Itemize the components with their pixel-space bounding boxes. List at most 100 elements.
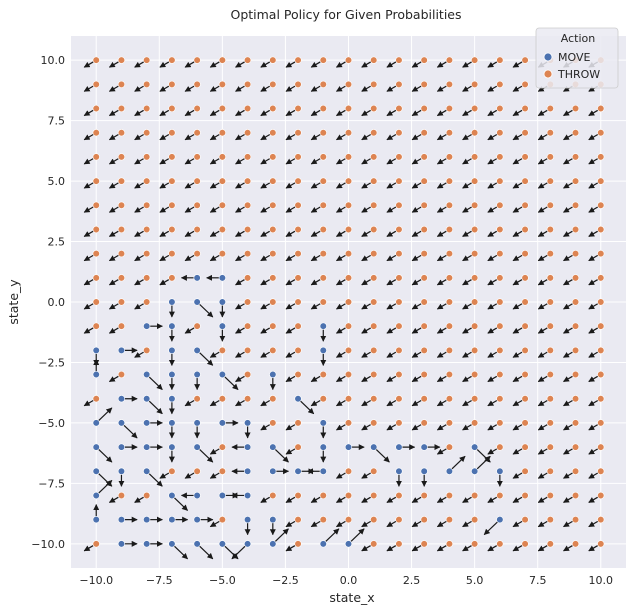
move-point	[218, 540, 226, 548]
throw-point	[445, 346, 454, 354]
throw-point	[92, 153, 100, 161]
move-point	[143, 322, 151, 330]
throw-point	[243, 80, 252, 88]
legend-label-move: MOVE	[558, 51, 590, 64]
move-point	[168, 443, 176, 451]
throw-point	[445, 201, 454, 209]
move-point	[319, 540, 327, 548]
throw-point	[143, 153, 151, 161]
move-point	[471, 443, 479, 451]
throw-point	[521, 419, 529, 427]
throw-point	[319, 177, 327, 185]
throw-point	[395, 274, 403, 282]
throw-point	[218, 467, 226, 475]
throw-point	[496, 153, 504, 161]
move-point	[395, 443, 403, 451]
throw-point	[193, 250, 201, 258]
legend-box	[535, 27, 619, 89]
throw-point	[294, 419, 302, 427]
throw-point	[344, 104, 353, 113]
throw-point	[143, 274, 151, 282]
throw-point	[471, 395, 479, 403]
throw-point	[395, 104, 403, 113]
throw-point	[521, 395, 529, 403]
x-tick-labels: −10.0 −7.5 −5.0 −2.5 0.0 2.5 5.0 7.5 10.0	[79, 574, 613, 587]
throw-point	[521, 201, 529, 209]
throw-point	[243, 274, 252, 282]
move-arrow	[95, 480, 113, 496]
move-arrow	[348, 528, 365, 545]
throw-point	[496, 129, 504, 137]
throw-point	[420, 419, 428, 427]
throw-point	[420, 80, 428, 88]
throw-point	[319, 395, 327, 403]
move-point	[168, 298, 176, 306]
throw-point	[294, 370, 302, 379]
throw-point	[597, 177, 605, 185]
throw-point	[370, 80, 378, 88]
throw-point	[445, 516, 454, 524]
throw-point	[445, 104, 454, 113]
move-point	[344, 443, 353, 451]
throw-point	[193, 153, 201, 161]
move-point	[269, 540, 277, 548]
throw-point	[319, 80, 327, 88]
throw-point	[395, 153, 403, 161]
move-arrow	[483, 519, 501, 536]
throw-point	[471, 516, 479, 524]
move-point	[193, 298, 201, 306]
throw-point	[117, 129, 126, 137]
throw-point	[243, 56, 252, 64]
throw-point	[496, 104, 504, 113]
throw-point	[370, 298, 378, 306]
move-point	[319, 467, 327, 475]
throw-point	[445, 298, 454, 306]
throw-point	[269, 298, 277, 306]
throw-point	[445, 322, 454, 330]
throw-point	[117, 177, 126, 185]
throw-point	[496, 346, 504, 354]
throw-point	[218, 250, 226, 258]
throw-point	[445, 153, 454, 161]
throw-point	[571, 104, 580, 113]
throw-point	[445, 274, 454, 282]
move-point	[243, 491, 252, 500]
y-axis-label: state_y	[6, 279, 21, 325]
legend-marker-move	[543, 52, 553, 62]
move-point	[344, 540, 353, 548]
chart-title: Optimal Policy for Given Probabilities	[230, 7, 461, 22]
throw-point	[420, 346, 428, 354]
throw-point	[546, 104, 554, 113]
move-point	[117, 395, 126, 403]
throw-point	[370, 129, 378, 137]
throw-point	[92, 298, 100, 306]
throw-point	[269, 395, 277, 403]
throw-point	[471, 56, 479, 64]
x-tick-label: 2.5	[403, 574, 421, 587]
x-tick-label: 10.0	[589, 574, 614, 587]
throw-point	[168, 201, 176, 209]
move-point	[168, 419, 176, 427]
throw-point	[243, 346, 252, 354]
throw-point	[344, 177, 353, 185]
x-tick-label: 0.0	[340, 574, 358, 587]
throw-point	[597, 346, 605, 354]
throw-point	[243, 298, 252, 306]
throw-point	[597, 516, 605, 524]
throw-point	[344, 225, 353, 234]
y-tick-label: −10.0	[31, 538, 65, 551]
throw-point	[294, 491, 302, 500]
throw-point	[597, 129, 605, 137]
throw-point	[344, 56, 353, 64]
throw-point	[571, 540, 580, 548]
throw-point	[521, 298, 529, 306]
throw-point	[243, 129, 252, 137]
move-point	[319, 322, 327, 330]
throw-point	[395, 540, 403, 548]
legend-title: Action	[561, 32, 595, 45]
throw-point	[496, 177, 504, 185]
throw-point	[243, 153, 252, 161]
throw-point	[92, 104, 100, 113]
throw-point	[597, 322, 605, 330]
throw-point	[294, 443, 302, 451]
